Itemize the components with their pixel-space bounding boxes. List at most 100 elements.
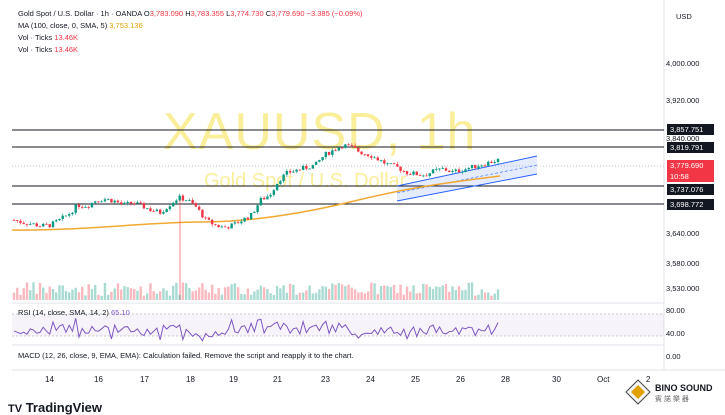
candle-body: [162, 211, 165, 214]
candle-body: [119, 202, 123, 204]
volume-bar: [483, 292, 487, 300]
volume-bar: [90, 289, 94, 300]
volume-bar: [201, 283, 204, 300]
volume-bar: [444, 283, 448, 300]
candle-body: [38, 226, 42, 228]
volume-bar: [253, 291, 256, 300]
candle-body: [441, 168, 444, 170]
volume-bar: [19, 294, 22, 300]
volume-bar: [279, 288, 282, 300]
volume-bar: [249, 294, 253, 300]
candle-body: [399, 166, 402, 171]
volume-bar: [58, 285, 61, 300]
volume-bar: [100, 295, 103, 300]
candle-body: [477, 166, 480, 169]
volume-bar: [301, 292, 305, 300]
candle-body: [438, 168, 441, 170]
candle-body: [321, 157, 324, 161]
volume-bar: [81, 286, 84, 300]
candle-body: [227, 227, 230, 229]
ma-legend[interactable]: MA (100, close, 0, SMA, 5) 3,753.136: [18, 21, 143, 31]
volume-bar: [107, 294, 110, 300]
volume-bar: [321, 286, 324, 300]
candle-body: [282, 174, 285, 182]
level-tag-2[interactable]: 3,819.791: [667, 142, 714, 153]
volume-bar: [344, 286, 347, 300]
candle-body: [288, 171, 292, 173]
ohlc-low-label: L: [226, 9, 231, 18]
volume-bar: [298, 292, 302, 300]
candle-body: [240, 221, 243, 224]
tradingview-brand[interactable]: TV TradingView: [8, 400, 103, 415]
level-tag-1[interactable]: 3,857.751: [667, 124, 714, 135]
price-tick: 3,920.000: [666, 96, 700, 105]
time-tick: 24: [366, 375, 375, 384]
ohlc-change: −3.385 (−0.09%): [306, 9, 363, 18]
volume-bar: [269, 293, 272, 300]
candle-body: [74, 204, 77, 213]
currency-label[interactable]: USD: [676, 12, 692, 21]
candle-body: [363, 154, 367, 156]
candle-body: [136, 202, 139, 204]
symbol-legend[interactable]: Gold Spot / U.S. Dollar · 1h · OANDA O3,…: [18, 9, 363, 19]
volume-bar: [48, 286, 51, 300]
channel-mid: [396, 164, 538, 194]
candle-body: [266, 196, 269, 200]
level-tag-3[interactable]: 3,737.076: [667, 184, 714, 195]
price-tick: 3,640.000: [666, 229, 700, 238]
volume-bar: [97, 294, 100, 300]
candle-body: [318, 160, 321, 162]
candle-body: [184, 200, 188, 202]
volume-bar: [181, 282, 185, 300]
candle-body: [308, 168, 311, 170]
volume-bar: [467, 282, 470, 300]
candle-body: [103, 199, 107, 202]
candle-body: [353, 145, 357, 148]
vol-label: Vol · Ticks: [18, 45, 53, 54]
time-tick: Oct: [597, 375, 610, 384]
candle-body: [132, 203, 136, 205]
rsi-legend[interactable]: RSI (14, close, SMA, 14, 2) 65.10: [18, 308, 130, 317]
volume-bar: [402, 294, 405, 300]
vol-value: 13.46K: [54, 33, 79, 42]
volume-bar: [266, 289, 269, 300]
level-tag-4[interactable]: 3,698.772: [667, 199, 714, 210]
price-tick: 4,000.000: [666, 59, 700, 68]
candle-body: [84, 207, 87, 208]
time-tick: 23: [321, 375, 330, 384]
current-price-tag[interactable]: 3,779.690: [667, 160, 714, 171]
symbol-title: Gold Spot / U.S. Dollar · 1h · OANDA: [18, 9, 142, 18]
volume-bar: [493, 293, 496, 300]
vol-value: 13.46K: [54, 45, 79, 54]
candle-body: [422, 175, 425, 177]
candle-body: [314, 161, 318, 165]
macd-legend[interactable]: MACD (12, 26, close, 9, EMA, EMA): Calcu…: [18, 351, 354, 360]
volume-bar: [409, 291, 412, 300]
candle-body: [350, 145, 354, 146]
volume-bar: [412, 285, 415, 300]
volume-legend-1[interactable]: Vol · Ticks 13.46K: [18, 33, 78, 43]
volume-bar: [165, 290, 168, 300]
volume-legend-2[interactable]: Vol · Ticks 13.46K: [18, 45, 78, 55]
volume-bar: [383, 285, 386, 300]
candle-body: [357, 147, 360, 152]
candle-body: [409, 174, 412, 176]
volume-bar: [207, 292, 211, 300]
volume-bar: [311, 293, 315, 300]
volume-bar: [389, 287, 393, 300]
candle-body: [474, 164, 477, 169]
volume-bar: [392, 284, 396, 300]
candle-body: [97, 201, 100, 203]
volume-bar: [223, 287, 227, 300]
volume-bar: [136, 290, 139, 300]
candle-body: [392, 163, 396, 165]
volume-bar: [194, 290, 198, 300]
volume-bar: [35, 293, 38, 300]
volume-bar: [262, 287, 266, 300]
ohlc-open: 3,783.090: [149, 9, 184, 18]
brand-name: TradingView: [25, 400, 103, 415]
channel-fill: [397, 156, 537, 201]
candle-body: [461, 171, 464, 173]
candle-body: [295, 169, 298, 172]
